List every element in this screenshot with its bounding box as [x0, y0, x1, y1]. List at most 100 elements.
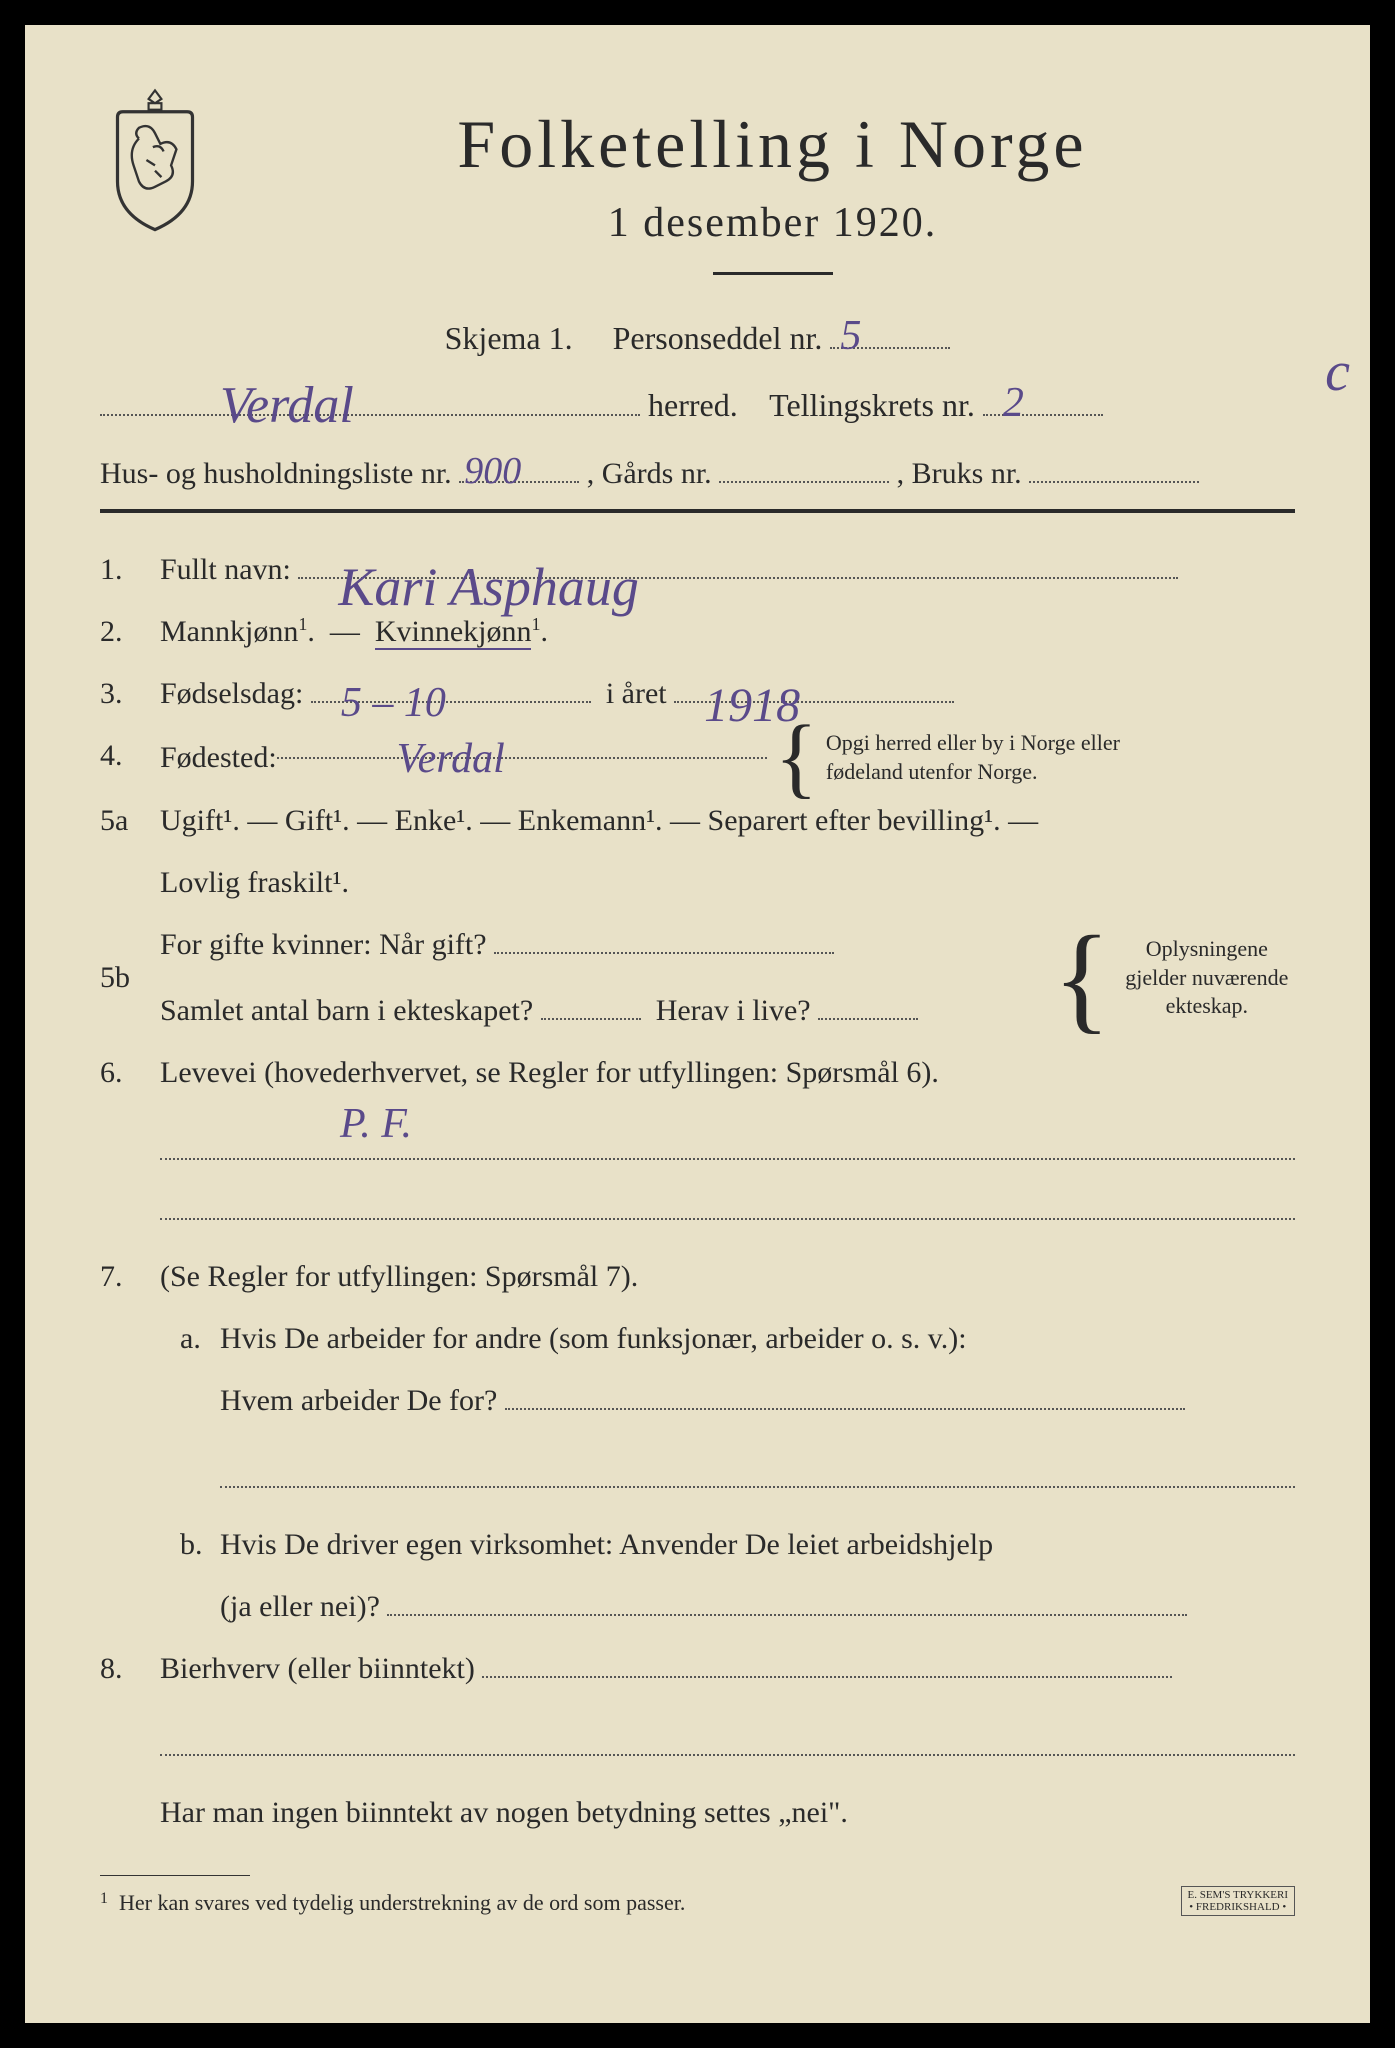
q3-label-mid: i året — [606, 677, 667, 710]
schema-label-right: Personseddel nr. — [613, 320, 823, 356]
bruks-field — [1029, 481, 1199, 483]
q3-day-field: 5 – 10 — [311, 701, 591, 703]
q6-field-2 — [160, 1190, 1295, 1220]
printer-line2: • FREDRIKSHALD • — [1188, 1901, 1289, 1913]
q7-label: (Se Regler for utfyllingen: Spørsmål 7). — [160, 1260, 638, 1293]
gards-label: , Gårds nr. — [587, 457, 712, 490]
footnote: 1 Her kan svares ved tydelig understrekn… — [100, 1886, 1295, 1916]
subtitle: 1 desember 1920. — [250, 199, 1295, 247]
q7a-line2: Hvem arbeider De for? — [220, 1384, 497, 1417]
q3-label: Fødselsdag: — [160, 677, 303, 710]
q5b-note-bracket: { Oplysningene gjelder nuværende ekteska… — [1045, 935, 1295, 1021]
q7a-row: a. Hvis De arbeider for andre (som funks… — [100, 1312, 1295, 1366]
hus-label: Hus- og husholdningsliste nr. — [100, 457, 452, 490]
q4-value: Verdal — [397, 722, 505, 798]
q5b-row: 5b For gifte kvinner: Når gift? Samlet a… — [100, 918, 1295, 1038]
closing-text: Har man ingen biinntekt av nogen betydni… — [160, 1796, 848, 1829]
main-title: Folketelling i Norge — [250, 105, 1295, 184]
hus-line: Hus- og husholdningsliste nr. 900 , Gård… — [100, 457, 1295, 491]
herred-field: Verdal — [100, 414, 640, 416]
herred-line: Verdal herred. Tellingskrets nr. 2 — [100, 387, 1295, 437]
q8-label: Bierhverv (eller biinntekt) — [160, 1652, 475, 1685]
closing-row: Har man ingen biinntekt av nogen betydni… — [100, 1786, 1295, 1840]
q7b-row2: (ja eller nei)? — [100, 1580, 1295, 1634]
title-divider — [713, 272, 833, 275]
footnote-divider — [100, 1875, 250, 1876]
personseddel-field: 5 — [830, 347, 950, 349]
coat-of-arms-icon — [100, 85, 210, 235]
q5b-barn-field — [541, 1018, 641, 1020]
q8-field-2 — [160, 1726, 1295, 1756]
census-form-page: c Folketelling i Norge 1 desember 1920. … — [0, 0, 1395, 2048]
footnote-text: Her kan svares ved tydelig understreknin… — [119, 1890, 685, 1915]
q4-note-bracket: { Opgi herred eller by i Norge eller fød… — [767, 729, 1146, 786]
q2-num: 2. — [100, 605, 160, 659]
q8-num: 8. — [100, 1642, 160, 1696]
q4-num: 4. — [100, 729, 160, 783]
q7a-field-2 — [220, 1458, 1295, 1488]
q5a-opts2: Lovlig fraskilt¹. — [160, 866, 349, 899]
q7b-row: b. Hvis De driver egen virksomhet: Anven… — [100, 1518, 1295, 1572]
corner-handwritten-mark: c — [1325, 340, 1350, 404]
q4-label: Fødested: — [160, 731, 277, 785]
q6-field: P. F. — [160, 1130, 1295, 1160]
q7b-line2: (ja eller nei)? — [220, 1590, 380, 1623]
q5a-opts: Ugift¹. — Gift¹. — Enke¹. — Enkemann¹. —… — [160, 804, 1038, 837]
brace-icon: { — [775, 731, 818, 785]
printer-mark: E. SEM'S TRYKKERI • FREDRIKSHALD • — [1181, 1886, 1296, 1916]
q5b-num: 5b — [100, 951, 160, 1005]
title-block: Folketelling i Norge 1 desember 1920. — [250, 85, 1295, 305]
q7-row: 7. (Se Regler for utfyllingen: Spørsmål … — [100, 1250, 1295, 1304]
q3-row: 3. Fødselsdag: 5 – 10 i året 1918 — [100, 667, 1295, 721]
q2-sup1: 1 — [298, 614, 307, 634]
q7a-num: a. — [160, 1312, 220, 1366]
q5b-note: Oplysningene gjelder nuværende ekteskap. — [1119, 935, 1295, 1021]
q2-opt2-underlined: Kvinnekjønn — [375, 615, 532, 650]
tellingskrets-label: Tellingskrets nr. — [769, 387, 975, 423]
q4-note: Opgi herred eller by i Norge eller fødel… — [826, 729, 1146, 786]
q2-opt1: Mannkjønn — [160, 615, 298, 648]
brace-icon: { — [1053, 942, 1111, 1014]
q8-field — [482, 1676, 1172, 1678]
tellingskrets-field: 2 — [983, 414, 1103, 416]
q5b-live-field — [818, 1018, 918, 1020]
heavy-divider — [100, 509, 1295, 513]
q7b-num: b. — [160, 1518, 220, 1572]
herred-label-mid: herred. — [648, 387, 738, 423]
herred-value: Verdal — [220, 376, 354, 435]
tellingskrets-value: 2 — [1003, 379, 1024, 427]
q1-field: Kari Asphaug — [298, 577, 1178, 579]
q5a-row2: Lovlig fraskilt¹. — [100, 856, 1295, 910]
q7a-line1: Hvis De arbeider for andre (som funksjon… — [220, 1322, 967, 1355]
q6-row: 6. Levevei (hovederhvervet, se Regler fo… — [100, 1046, 1295, 1100]
q7b-field — [387, 1614, 1187, 1616]
q1-label: Fullt navn: — [160, 553, 291, 586]
q3-year-field: 1918 — [674, 701, 954, 703]
q7a-row2: Hvem arbeider De for? — [100, 1374, 1295, 1428]
hus-value: 900 — [464, 449, 521, 493]
q2-row: 2. Mannkjønn1. — Kvinnekjønn1. — [100, 605, 1295, 659]
bruks-label: , Bruks nr. — [897, 457, 1022, 490]
personseddel-value: 5 — [840, 312, 861, 360]
q4-field: Verdal — [277, 757, 767, 759]
q5b-line2b: Herav i live? — [656, 994, 811, 1027]
q5a-num: 5a — [100, 794, 160, 848]
q1-row: 1. Fullt navn: Kari Asphaug — [100, 543, 1295, 597]
hus-field: 900 — [459, 481, 579, 483]
q5b-line2a: Samlet antal barn i ekteskapet? — [160, 994, 533, 1027]
q8-row: 8. Bierhverv (eller biinntekt) — [100, 1642, 1295, 1696]
q2-sup2: 1 — [531, 614, 540, 634]
q1-num: 1. — [100, 543, 160, 597]
q3-num: 3. — [100, 667, 160, 721]
q7b-line1: Hvis De driver egen virksomhet: Anvender… — [220, 1528, 993, 1561]
printer-line1: E. SEM'S TRYKKERI — [1188, 1889, 1289, 1901]
q5b-gift-field — [494, 952, 834, 954]
q5b-line1: For gifte kvinner: Når gift? — [160, 928, 487, 961]
schema-line: Skjema 1. Personseddel nr. 5 — [100, 320, 1295, 357]
q7-num: 7. — [100, 1250, 160, 1304]
q7a-field — [505, 1408, 1185, 1410]
schema-label-left: Skjema 1. — [445, 320, 573, 356]
q6-value: P. F. — [340, 1100, 412, 1148]
header: Folketelling i Norge 1 desember 1920. — [100, 85, 1295, 305]
gards-field — [719, 481, 889, 483]
